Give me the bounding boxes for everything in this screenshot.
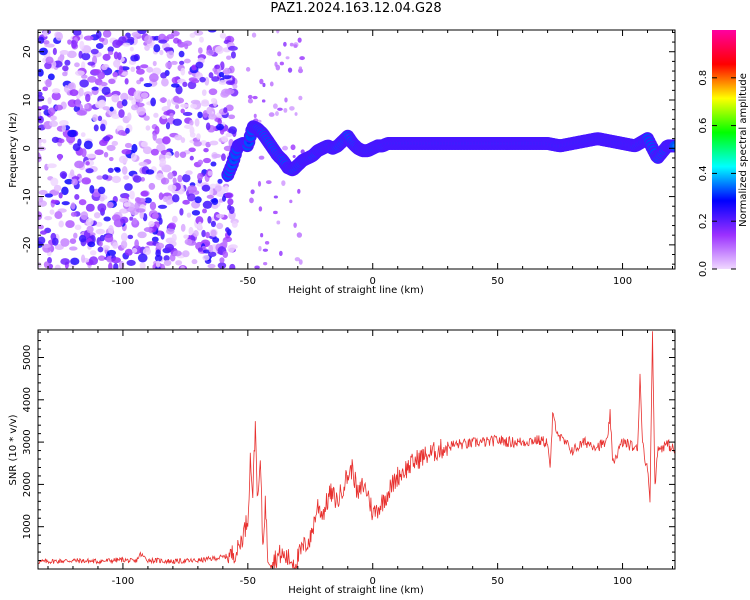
y-tick-label: -10 <box>22 188 33 204</box>
y-tick-label: 0 <box>22 145 33 151</box>
y-tick-label: 5000 <box>22 345 33 370</box>
x-tick-label: -100 <box>112 576 135 587</box>
y-tick-label: 3000 <box>22 429 33 454</box>
spectrogram-ridge <box>221 120 675 182</box>
y-tick-label: 4000 <box>22 387 33 412</box>
colorbar-tick-label: 0.8 <box>698 70 709 86</box>
x-tick-label: 100 <box>613 276 632 287</box>
y-tick-label: 2000 <box>22 472 33 497</box>
snr-ylabel: SNR (10 * v/v) <box>8 414 19 485</box>
snr-frame <box>37 329 676 570</box>
spectrogram-noise <box>38 30 305 269</box>
x-tick-label: 0 <box>370 276 376 287</box>
y-tick-label: -20 <box>22 237 33 253</box>
x-tick-label: 50 <box>491 276 504 287</box>
snr-ticks: -100 -50 0 50 100 1000 2000 3000 4000 5000 <box>22 330 675 587</box>
colorbar: 0.0 0.2 0.4 0.6 0.8 Normalized spectral ampl… <box>698 30 749 277</box>
snr-xlabel: Height of straight line (km) <box>288 585 424 596</box>
x-tick-label: 100 <box>613 576 632 587</box>
x-tick-label: -50 <box>240 576 256 587</box>
colorbar-tick-label: 0.4 <box>698 165 709 181</box>
x-tick-label: 0 <box>370 576 376 587</box>
y-tick-label: 10 <box>22 94 33 107</box>
x-tick-label: -50 <box>240 276 256 287</box>
spectrogram-ylabel: Frequency (Hz) <box>8 112 19 188</box>
snr-plot-area <box>38 331 675 569</box>
colorbar-gradient <box>712 30 736 269</box>
snr-series-line <box>38 331 675 569</box>
spectrogram-plot-area <box>38 30 675 269</box>
colorbar-tick-label: 0.2 <box>698 213 709 229</box>
x-tick-label: -100 <box>112 276 135 287</box>
snr-panel: -100 -50 0 50 100 1000 2000 3000 4000 5000 Height… <box>8 329 676 596</box>
y-tick-label: 20 <box>22 45 33 58</box>
colorbar-tick-label: 0.0 <box>698 261 709 277</box>
x-tick-label: 50 <box>491 576 504 587</box>
colorbar-tick-label: 0.6 <box>698 118 709 134</box>
spectrogram-frame <box>37 29 676 270</box>
y-tick-label: 1000 <box>22 514 33 539</box>
colorbar-label: Normalized spectral amplitude <box>738 73 749 227</box>
colorbar-ticks: 0.0 0.2 0.4 0.6 0.8 <box>698 70 736 277</box>
spectrogram-xlabel: Height of straight line (km) <box>288 285 424 296</box>
page-title: PAZ1.2024.163.12.04.G28 <box>270 1 442 16</box>
